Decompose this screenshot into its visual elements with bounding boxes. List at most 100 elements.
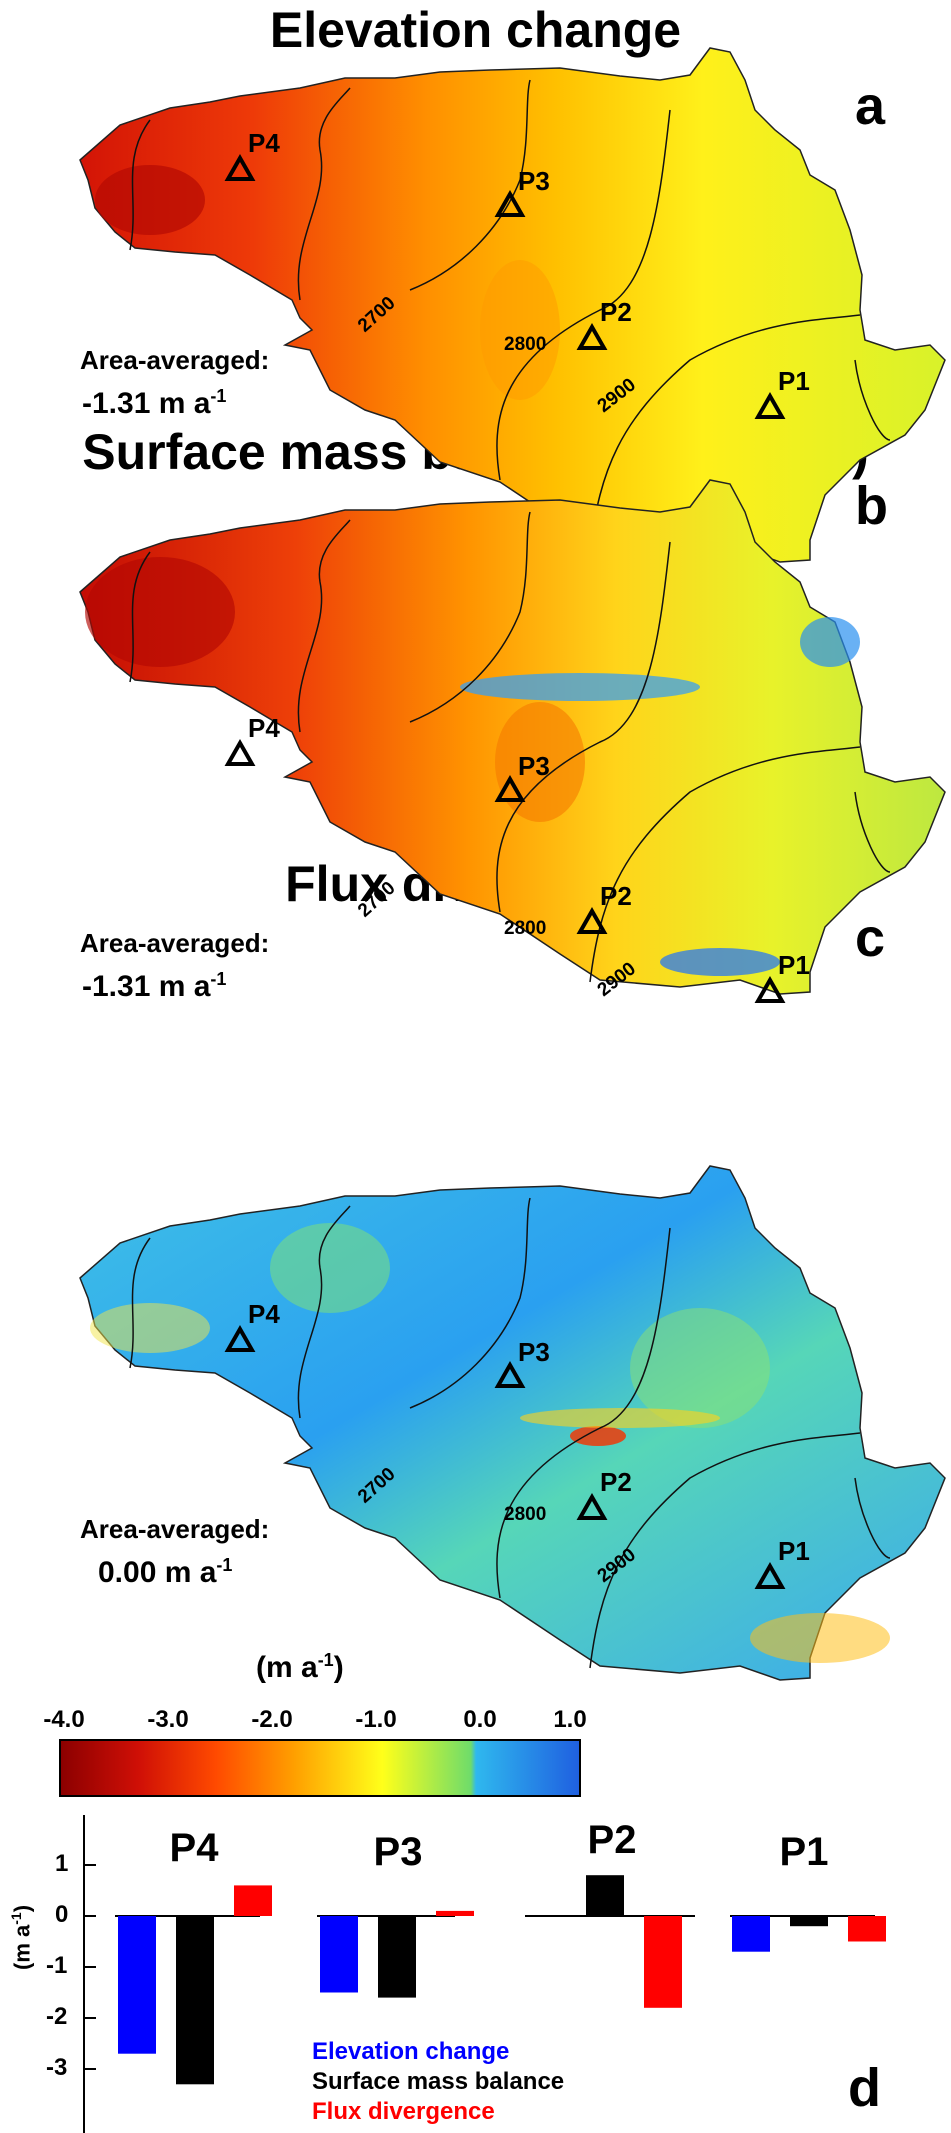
bar-group-label-p1: P1 bbox=[779, 1830, 829, 1874]
bar-group-label-p4: P4 bbox=[169, 1826, 219, 1870]
map-c-yellow-south bbox=[750, 1613, 890, 1663]
panel-d-bars bbox=[118, 1875, 886, 2085]
triangle-icon bbox=[494, 1360, 526, 1388]
point-label-p4: P4 bbox=[248, 1299, 280, 1329]
map-c-glacier bbox=[79, 1165, 946, 1681]
contour-line bbox=[129, 119, 151, 251]
map-b-blue-band bbox=[460, 673, 700, 701]
map-a-avg-value: -1.31 m a-1 bbox=[82, 386, 226, 421]
contour-line bbox=[297, 1205, 351, 1419]
point-label-p3: P3 bbox=[518, 166, 550, 196]
map-c-yellow-west bbox=[90, 1303, 210, 1353]
panel-a-letter: a bbox=[855, 76, 886, 136]
triangle-icon bbox=[494, 774, 526, 802]
legend-surface-mass-balance: Surface mass balance bbox=[312, 2068, 565, 2095]
bar-flux-divergence-p1 bbox=[848, 1916, 886, 1942]
bar-elevation-change-p4 bbox=[118, 1916, 156, 2054]
map-b bbox=[79, 479, 946, 995]
bar-surface-mass-balance-p3 bbox=[378, 1916, 416, 1998]
contour-line bbox=[854, 359, 891, 441]
panel-b-letter: b bbox=[855, 476, 888, 536]
point-label-p2: P2 bbox=[600, 297, 632, 327]
contour-line bbox=[589, 746, 861, 983]
map-a bbox=[79, 47, 946, 563]
ytick-label: -3 bbox=[46, 2054, 68, 2081]
contour-line bbox=[129, 1237, 151, 1369]
colorbar-tick: -4.0 bbox=[43, 1706, 85, 1733]
contour-line bbox=[496, 109, 671, 481]
triangle-icon bbox=[576, 906, 608, 934]
bar-flux-divergence-p2 bbox=[644, 1916, 682, 2008]
colorbar-title-text: (m a bbox=[256, 1651, 318, 1684]
triangle-icon bbox=[494, 189, 526, 217]
bar-elevation-change-p1 bbox=[732, 1916, 770, 1952]
y-axis-title-text: (m a bbox=[9, 1924, 35, 1970]
map-a-dark-patch bbox=[95, 165, 205, 235]
map-c-red-spot bbox=[570, 1426, 626, 1446]
avg-value-text: -1.31 m a bbox=[82, 970, 211, 1003]
colorbar-tick: 1.0 bbox=[553, 1706, 587, 1733]
point-label-p1: P1 bbox=[778, 950, 810, 980]
map-a-title: Elevation change bbox=[269, 2, 682, 58]
map-c-avg-label: Area-averaged: bbox=[80, 1514, 270, 1544]
avg-unit-sup: -1 bbox=[210, 969, 227, 989]
colorbar bbox=[59, 1739, 581, 1797]
panel-d-letter: d bbox=[848, 2058, 881, 2118]
ytick-label: -1 bbox=[46, 1952, 68, 1979]
colorbar-title: (m a-1) bbox=[256, 1650, 344, 1685]
map-b-dark-patch bbox=[85, 557, 235, 667]
colorbar-title-sup: -1 bbox=[317, 1650, 334, 1670]
point-label-p2: P2 bbox=[600, 881, 632, 911]
contour-line bbox=[589, 314, 861, 551]
bar-flux-divergence-p4 bbox=[234, 1885, 272, 1916]
map-c-green-patch bbox=[270, 1223, 390, 1313]
map-c-avg-value: 0.00 m a-1 bbox=[98, 1555, 232, 1590]
contour-line bbox=[496, 1227, 671, 1599]
legend-elevation-change: Elevation change bbox=[312, 2038, 510, 2065]
map-c bbox=[79, 1165, 946, 1681]
map-c-yellow-band bbox=[520, 1408, 720, 1428]
contour-line bbox=[409, 79, 531, 291]
map-c-green-east bbox=[630, 1308, 770, 1428]
y-axis-title-sup: -1 bbox=[8, 1912, 24, 1925]
contour-label-2800: 2800 bbox=[504, 918, 547, 939]
bar-surface-mass-balance-p2 bbox=[586, 1875, 624, 1916]
contour-label-2800: 2800 bbox=[504, 1504, 547, 1525]
point-label-p4: P4 bbox=[248, 128, 280, 158]
colorbar-tick: -3.0 bbox=[147, 1706, 189, 1733]
bar-surface-mass-balance-p4 bbox=[176, 1916, 214, 2085]
triangle-icon bbox=[224, 153, 256, 181]
colorbar-tick: -1.0 bbox=[355, 1706, 397, 1733]
point-label-p3: P3 bbox=[518, 1337, 550, 1367]
bar-group-label-p3: P3 bbox=[373, 1830, 423, 1874]
colorbar-tick: -2.0 bbox=[251, 1706, 293, 1733]
contour-line bbox=[589, 1432, 861, 1669]
colorbar-tick: 0.0 bbox=[463, 1706, 497, 1733]
contour-line bbox=[409, 511, 531, 723]
bar-flux-divergence-p3 bbox=[436, 1910, 474, 1916]
point-markers bbox=[224, 153, 786, 1589]
triangle-icon bbox=[754, 391, 786, 419]
colorbar-title-close: ) bbox=[333, 1651, 344, 1684]
triangle-icon bbox=[576, 1492, 608, 1520]
point-label-p3: P3 bbox=[518, 751, 550, 781]
triangle-icon bbox=[224, 1324, 256, 1352]
ytick-label: 1 bbox=[55, 1850, 69, 1877]
bar-elevation-change-p3 bbox=[320, 1916, 358, 1993]
map-a-avg-label: Area-averaged: bbox=[80, 345, 270, 375]
avg-unit-sup: -1 bbox=[210, 386, 227, 406]
point-label-p2: P2 bbox=[600, 1467, 632, 1497]
y-axis-title: (m a-1) bbox=[8, 1905, 35, 1970]
map-b-avg-value: -1.31 m a-1 bbox=[82, 969, 226, 1004]
contour-line bbox=[854, 791, 891, 873]
contour-label-2800: 2800 bbox=[504, 334, 547, 355]
ytick-label: 0 bbox=[55, 1901, 69, 1928]
ytick-label: -2 bbox=[46, 2003, 68, 2030]
y-axis-title-close: ) bbox=[9, 1904, 35, 1913]
contour-line bbox=[496, 541, 671, 913]
triangle-icon bbox=[754, 1561, 786, 1589]
bar-surface-mass-balance-p1 bbox=[790, 1916, 828, 1927]
contour-line bbox=[409, 1197, 531, 1409]
avg-value-text: 0.00 m a bbox=[98, 1556, 217, 1589]
